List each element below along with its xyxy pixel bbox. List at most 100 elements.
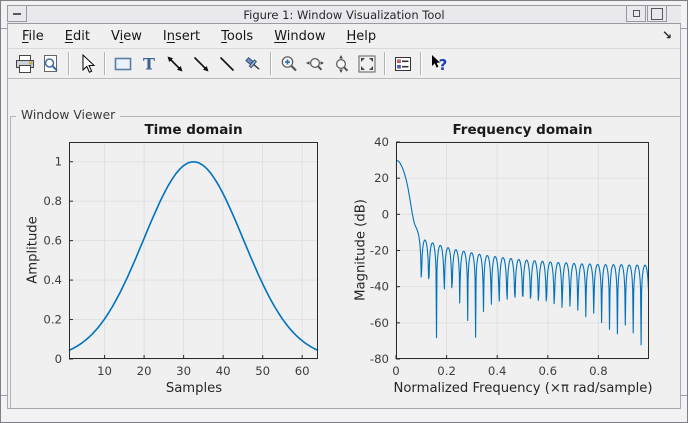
zoom-in-button[interactable] [277, 51, 302, 76]
menu-tools[interactable]: Tools [221, 28, 254, 44]
time-domain-curve [68, 161, 319, 352]
svg-text:0.8: 0.8 [589, 364, 608, 378]
toolbar: T [8, 48, 680, 79]
print-preview-button[interactable] [39, 51, 64, 76]
pointer-icon [82, 53, 96, 73]
time-domain-xlabel: Samples [165, 381, 223, 396]
svg-text:0.6: 0.6 [539, 364, 558, 378]
insert-line-button[interactable] [215, 51, 240, 76]
svg-text:40: 40 [374, 135, 389, 149]
frequency-domain-plot[interactable]: 0 0.2 0.4 0.6 0.8 -80 -60 -40 -20 0 20 40 [370, 135, 650, 378]
insert-text-button[interactable]: T [137, 51, 162, 76]
menu-items: File Edit View Insert Tools Window Help [16, 26, 391, 47]
svg-text:0.2: 0.2 [43, 313, 62, 327]
svg-text:-40: -40 [370, 280, 389, 294]
window-title: Figure 1: Window Visualization Tool [243, 8, 445, 22]
toolbar-separator [68, 52, 70, 75]
svg-text:20: 20 [374, 171, 389, 185]
toggle-legend-button[interactable] [391, 51, 416, 76]
help-pointer-icon: ? [432, 54, 448, 74]
frame-notch [681, 28, 687, 29]
insert-rectangle-button[interactable] [111, 51, 136, 76]
svg-text:?: ? [439, 56, 448, 74]
svg-text:30: 30 [176, 364, 191, 378]
text-icon: T [143, 54, 155, 73]
frequency-domain-curve [395, 159, 650, 346]
toolbar-separator [104, 52, 106, 75]
zoom-y-icon [335, 54, 349, 73]
arrow-icon [193, 56, 209, 71]
toolbar-separator [384, 52, 386, 75]
maximize-button[interactable] [647, 5, 667, 22]
pushpin-icon [245, 56, 260, 70]
rectangle-icon [114, 57, 132, 70]
insert-double-arrow-button[interactable] [163, 51, 188, 76]
menu-insert[interactable]: Insert [162, 28, 201, 44]
svg-text:0: 0 [392, 364, 399, 378]
svg-text:0: 0 [55, 352, 62, 366]
menu-file[interactable]: File [22, 28, 44, 44]
svg-text:50: 50 [255, 364, 270, 378]
restore-full-view-button[interactable] [355, 51, 380, 76]
minimize-icon [632, 10, 640, 17]
maximize-icon [651, 7, 663, 20]
menu-help[interactable]: Help [346, 28, 377, 44]
svg-text:-80: -80 [370, 352, 389, 366]
menu-bar: File Edit View Insert Tools Window Help ↘ [8, 24, 680, 48]
zoom-x-icon [306, 57, 324, 70]
menu-view[interactable]: View [110, 28, 142, 44]
time-domain-title: Time domain [144, 122, 243, 138]
print-button[interactable] [13, 51, 38, 76]
legend-icon [395, 56, 411, 71]
svg-text:-20: -20 [370, 244, 389, 258]
svg-text:0.6: 0.6 [43, 234, 62, 248]
svg-text:1: 1 [55, 155, 62, 169]
client-area: File Edit View Insert Tools Window Help ↘ [7, 24, 681, 409]
double-arrow-icon [167, 56, 183, 71]
insert-arrow-button[interactable] [189, 51, 214, 76]
menu-window[interactable]: Window [274, 28, 326, 44]
toolbar-separator [270, 52, 272, 75]
window-menu-icon [13, 12, 21, 15]
frequency-domain-title: Frequency domain [452, 122, 593, 138]
title-bar[interactable]: Figure 1: Window Visualization Tool [7, 5, 681, 24]
svg-text:0.4: 0.4 [43, 273, 62, 287]
window-viewer-label: Window Viewer [16, 108, 121, 122]
window-bottom-frame[interactable] [1, 409, 687, 422]
window-menu-button[interactable] [7, 5, 27, 22]
svg-text:10: 10 [97, 364, 112, 378]
time-domain-plot[interactable]: 10 20 30 40 50 60 0 0.2 0.4 0.6 0.8 1 [43, 142, 319, 378]
svg-text:0.8: 0.8 [43, 194, 62, 208]
time-domain-ylabel: Amplitude [25, 216, 41, 284]
window-viewer-panel [10, 116, 680, 408]
minimize-button[interactable] [626, 5, 646, 22]
frequency-domain-xlabel: Normalized Frequency (×π rad/sample) [393, 381, 653, 396]
menu-overflow-arrow-icon[interactable]: ↘ [661, 28, 672, 42]
svg-text:40: 40 [216, 364, 231, 378]
svg-text:0.2: 0.2 [437, 364, 456, 378]
whats-this-help-button[interactable]: ? [427, 51, 452, 76]
svg-text:60: 60 [295, 364, 310, 378]
svg-text:0.4: 0.4 [488, 364, 507, 378]
edit-plot-button[interactable] [75, 51, 100, 76]
frame-notch [681, 395, 687, 396]
svg-text:-60: -60 [370, 316, 389, 330]
svg-text:20: 20 [137, 364, 152, 378]
line-icon [219, 56, 235, 71]
frequency-domain-ylabel: Magnitude (dB) [353, 199, 369, 301]
zoom-y-button[interactable] [329, 51, 354, 76]
svg-text:0: 0 [382, 207, 389, 221]
zoom-in-icon [281, 55, 297, 71]
print-icon [16, 54, 34, 73]
full-view-icon [358, 54, 376, 73]
svg-text:T: T [143, 54, 155, 73]
menu-edit[interactable]: Edit [64, 28, 90, 44]
print-preview-icon [44, 54, 58, 72]
zoom-x-button[interactable] [303, 51, 328, 76]
pin-annotation-button[interactable] [241, 51, 266, 76]
toolbar-separator [420, 52, 422, 75]
frame-notch [1, 28, 7, 29]
figure-canvas: Window Viewer Time domain Frequency doma… [8, 79, 680, 408]
frame-notch [1, 395, 7, 396]
